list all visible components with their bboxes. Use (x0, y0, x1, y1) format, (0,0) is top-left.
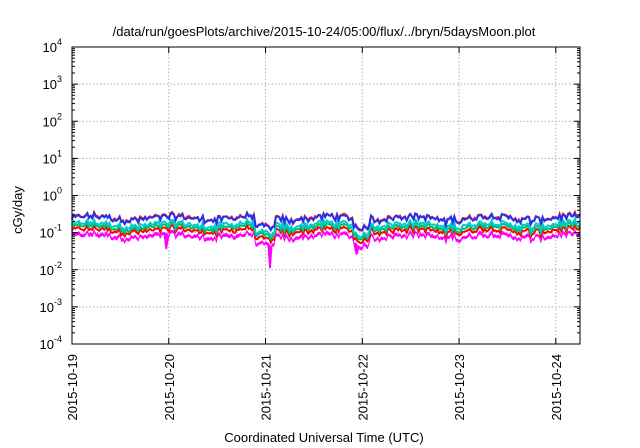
y-tick-label: 10-3 (40, 297, 62, 315)
series-line-5 (71, 210, 581, 232)
x-tick-label: 2015-10-22 (355, 354, 370, 421)
x-axis-label: Coordinated Universal Time (UTC) (224, 430, 423, 445)
y-tick-labels: 104 103 102 101 100 10-1 10-2 10-3 10-4 (40, 37, 62, 352)
x-tick-label: 2015-10-23 (452, 354, 467, 421)
y-tick-label: 10-4 (40, 334, 62, 352)
y-tick-label: 100 (43, 186, 62, 204)
x-tick-labels: 2015-10-19 2015-10-20 2015-10-21 2015-10-22… (65, 354, 564, 421)
series-line-1 (71, 221, 581, 245)
x-tick-label: 2015-10-19 (65, 354, 80, 421)
y-tick-label: 101 (43, 148, 62, 166)
y-tick-label: 102 (43, 111, 62, 129)
y-axis-label: cGy/day (10, 186, 25, 234)
y-tick-label: 10-2 (40, 260, 62, 278)
y-tick-label: 10-1 (40, 223, 62, 241)
series-line-2 (71, 218, 581, 242)
x-tick-label: 2015-10-24 (549, 354, 564, 421)
series-line-0 (71, 228, 581, 249)
x-tick-label: 2015-10-20 (162, 354, 177, 421)
series-layer (71, 209, 581, 269)
y-tick-label: 104 (43, 37, 62, 55)
series-line-3 (71, 216, 581, 239)
series-area-0 (72, 230, 580, 269)
axis-ticks (71, 46, 580, 345)
y-tick-label: 103 (43, 74, 62, 92)
x-tick-label: 2015-10-21 (259, 354, 274, 421)
chart-title: /data/run/goesPlots/archive/2015-10-24/0… (113, 24, 536, 39)
